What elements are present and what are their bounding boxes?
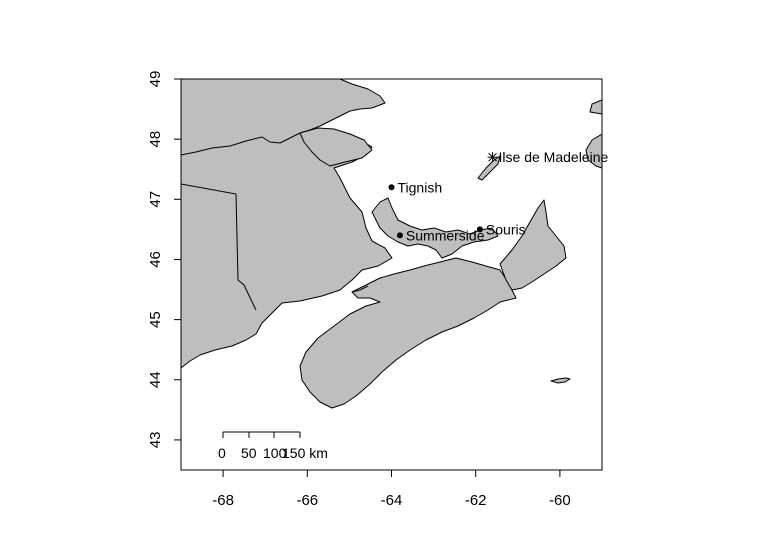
y-tick-label: 47 — [147, 191, 164, 208]
sable-island — [550, 377, 571, 384]
x-tick-label: -68 — [212, 492, 234, 509]
place-label: Souris — [486, 221, 526, 237]
nova-scotia — [299, 257, 517, 409]
province-border-qc-nb — [181, 183, 257, 311]
newfoundland-edge — [585, 99, 602, 169]
y-tick-label: 49 — [147, 71, 164, 88]
place-dot-marker — [388, 184, 395, 191]
place-dot-marker — [476, 226, 483, 233]
y-tick-label: 48 — [147, 131, 164, 148]
y-tick-label: 45 — [147, 311, 164, 328]
magdalen-islands — [477, 155, 501, 181]
x-tick-label: -64 — [381, 492, 403, 509]
map-land-layer — [181, 79, 602, 409]
scale-bar: 0 50 100 150 km — [218, 431, 328, 461]
y-tick-label: 44 — [147, 371, 164, 388]
province-border-nb-ns — [351, 285, 369, 293]
cape-breton-island — [499, 199, 567, 291]
scale-bar-label-150km: 150 km — [282, 445, 328, 461]
prince-edward-island — [371, 197, 499, 259]
gaspe-peninsula — [299, 127, 373, 167]
x-axis: -68 -66 -64 -62 -60 — [212, 469, 571, 509]
scale-bar-label-0: 0 — [218, 445, 226, 461]
place-label: Ilse de Madeleine — [499, 149, 609, 165]
quebec-north-shore — [181, 79, 386, 156]
x-tick-label: -66 — [296, 492, 318, 509]
place-dot-marker — [396, 232, 403, 239]
y-tick-label: 46 — [147, 251, 164, 268]
y-tick-label: 43 — [147, 432, 164, 449]
place-label: Tignish — [398, 179, 443, 195]
x-tick-label: -60 — [549, 492, 571, 509]
place-markers: Tignish Summerside Souris Ilse de Madeleine — [388, 149, 609, 243]
asterisk-marker-icon — [487, 152, 498, 163]
scale-bar-label-50: 50 — [241, 445, 257, 461]
x-tick-label: -62 — [465, 492, 487, 509]
scale-bar-label-100: 100 — [263, 445, 287, 461]
y-axis: 43 44 45 46 47 48 49 — [147, 71, 182, 449]
place-label: Summerside — [406, 227, 485, 243]
